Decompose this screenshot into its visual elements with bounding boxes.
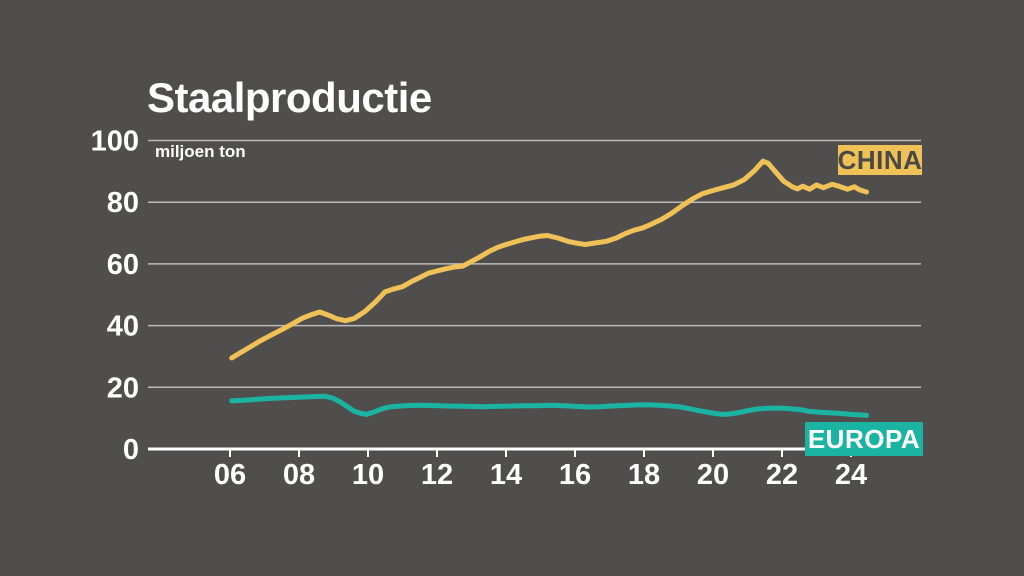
x-tick-label-24: 24 <box>835 459 867 491</box>
unit-label: miljoen ton <box>155 142 246 161</box>
x-tick-label-10: 10 <box>352 459 384 491</box>
y-tick-label-0: 0 <box>123 434 139 466</box>
page-title: Staalproductie <box>147 74 432 121</box>
x-tick-label-12: 12 <box>421 459 453 491</box>
series-label-china: CHINA <box>837 144 923 175</box>
series-label-europa: EUROPA <box>805 422 923 456</box>
x-tick-label-18: 18 <box>628 459 660 491</box>
x-tick-label-20: 20 <box>697 459 729 491</box>
y-tick-label-40: 40 <box>107 311 139 343</box>
x-tick-label-06: 06 <box>214 459 246 491</box>
x-tick-label-08: 08 <box>283 459 315 491</box>
y-tick-label-100: 100 <box>91 126 139 158</box>
y-tick-label-80: 80 <box>107 187 139 219</box>
europa-line <box>229 393 869 418</box>
china-line <box>229 158 869 361</box>
x-tick-label-14: 14 <box>490 459 522 491</box>
x-tick-label-16: 16 <box>559 459 591 491</box>
x-tick-label-22: 22 <box>766 459 798 491</box>
y-tick-label-20: 20 <box>107 372 139 404</box>
y-tick-label-60: 60 <box>107 249 139 281</box>
